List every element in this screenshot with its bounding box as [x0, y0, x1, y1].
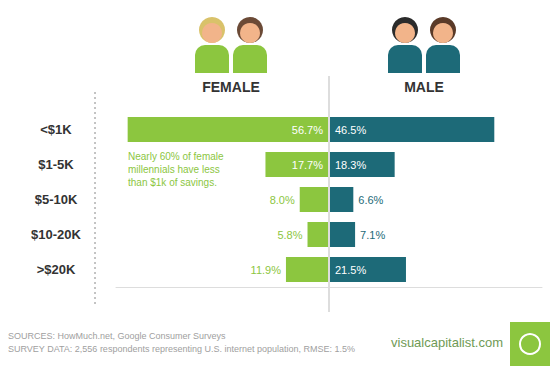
- svg-text:7.1%: 7.1%: [360, 229, 385, 241]
- svg-text:$1-5K: $1-5K: [38, 157, 74, 172]
- svg-text:56.7%: 56.7%: [292, 124, 323, 136]
- svg-text:<$1K: <$1K: [40, 122, 72, 137]
- svg-text:$10-20K: $10-20K: [31, 227, 81, 242]
- svg-text:8.0%: 8.0%: [270, 194, 295, 206]
- svg-text:than $1k of savings.: than $1k of savings.: [128, 177, 217, 188]
- svg-text:46.5%: 46.5%: [335, 124, 366, 136]
- svg-text:>$20K: >$20K: [37, 262, 76, 277]
- svg-text:11.9%: 11.9%: [251, 264, 282, 276]
- svg-text:SURVEY DATA: 2,556 respondents: SURVEY DATA: 2,556 respondents represent…: [8, 344, 355, 354]
- svg-text:21.5%: 21.5%: [335, 264, 366, 276]
- svg-text:FEMALE: FEMALE: [202, 79, 260, 95]
- svg-text:visualcapitalist.com: visualcapitalist.com: [391, 335, 503, 350]
- svg-text:18.3%: 18.3%: [335, 159, 366, 171]
- svg-text:millennials have less: millennials have less: [128, 164, 220, 175]
- svg-text:5.8%: 5.8%: [277, 229, 302, 241]
- svg-text:Nearly 60% of female: Nearly 60% of female: [128, 151, 224, 162]
- svg-text:$5-10K: $5-10K: [35, 192, 78, 207]
- svg-text:SOURCES: HowMuch.net, Google C: SOURCES: HowMuch.net, Google Consumer Su…: [8, 331, 226, 341]
- svg-text:17.7%: 17.7%: [292, 159, 323, 171]
- svg-text:MALE: MALE: [404, 79, 444, 95]
- svg-text:6.6%: 6.6%: [358, 194, 383, 206]
